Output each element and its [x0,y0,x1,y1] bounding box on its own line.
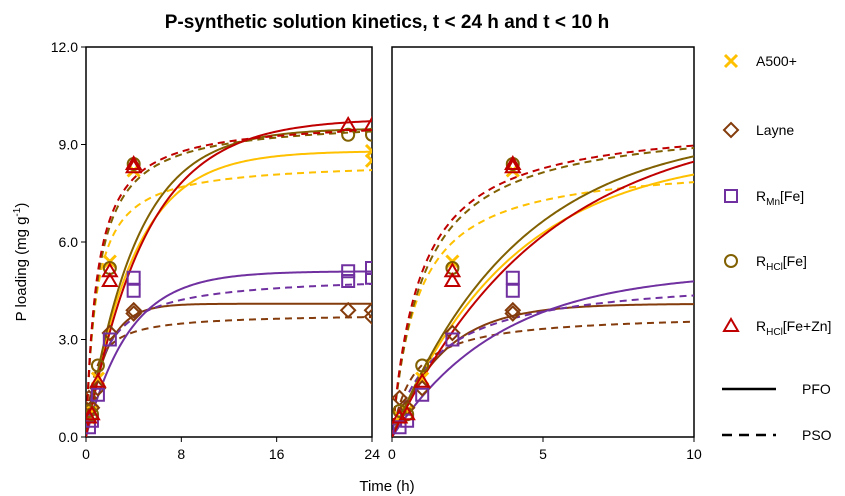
data-point [124,158,143,174]
x-tick-label: 5 [539,446,547,462]
data-point [364,143,372,159]
data-point [505,283,520,298]
panel-frame [85,46,373,438]
legend-label: RHCl[Fe] [756,253,807,273]
data-point [504,305,522,322]
legend-line-label: PFO [802,381,831,397]
data-point [101,262,119,278]
pso-fit-line [392,320,694,437]
data-point [392,408,409,424]
data-point [101,324,119,342]
data-point [722,317,740,332]
data-point [365,270,372,285]
y-tick-label: 12.0 [51,39,78,55]
y-axis-title-end: ) [13,203,30,208]
panel-frame [391,46,695,438]
pfo-fit-line [86,120,372,437]
data-point [126,270,141,285]
pso-fit-line [86,169,372,437]
pfo-fit-line [392,173,694,437]
data-point [443,262,462,278]
pso-fit-line [86,129,372,437]
x-axis-title: Time (h) [359,478,414,495]
data-point [723,53,739,69]
data-point [90,387,105,402]
chart-title: P-synthetic solution kinetics, t < 24 h … [165,12,610,33]
panel-1-10h: 0 5 10 [388,46,702,462]
legend-label: RMn[Fe] [756,188,804,208]
data-point [504,158,522,174]
y-tick-label: 0.0 [59,429,79,445]
x-tick-label: 16 [269,446,285,462]
data-point [339,116,357,131]
data-point [101,272,119,287]
data-point [445,332,460,347]
x-tick-label: 0 [388,446,396,462]
pfo-fit-line [86,150,372,437]
plot-area [86,116,372,437]
data-point [365,127,372,142]
pfo-fit-line [86,128,372,437]
data-point [89,372,107,388]
pfo-fit-line [86,270,372,437]
pfo-fit-line [392,280,694,437]
pfo-fit-line [86,302,372,437]
data-point [365,261,372,275]
pso-fit-line [392,144,694,437]
data-point [125,305,143,322]
data-point [363,308,372,326]
x-tick-label: 8 [177,446,185,462]
y-tick-label: 3.0 [59,332,79,348]
legend-label: A500+ [756,53,797,69]
data-point [724,189,738,203]
y-tick-label: 6.0 [59,234,79,250]
data-point [124,155,143,170]
legend: A500+ Layne RMn[Fe] RHCl[Fe] RHCl[Fe+Zn] PFO P… [722,53,832,443]
plot-area [392,144,694,437]
x-tick-label: 10 [686,446,702,462]
data-point [341,274,356,288]
data-point [504,155,522,170]
data-point [443,272,462,287]
pfo-fit-line [392,160,694,437]
pso-fit-line [392,146,694,437]
data-point [363,116,372,131]
data-point [722,121,740,139]
y-tick-label: 9.0 [59,137,79,153]
y-axis-title-superscript: -1 [12,207,23,216]
data-point [341,127,356,142]
data-point [90,358,105,373]
data-point [126,283,141,298]
panel-0-24h: 0 8 16 24 [81,46,380,462]
data-point [102,332,117,347]
data-point [341,264,356,279]
legend-label: RHCl[Fe+Zn] [756,318,831,338]
data-point [86,408,98,424]
legend-label: Layne [756,122,794,138]
data-point [363,301,372,319]
data-point [504,301,522,319]
y-axis-title: P loading (mg g-1) [12,203,30,322]
pso-fit-line [86,316,372,437]
data-point [339,301,357,319]
data-point [125,301,143,319]
data-point [400,413,415,428]
pso-fit-line [392,294,694,437]
y-axis-tick-labels: 0.0 3.0 6.0 9.0 12.0 [51,39,78,445]
data-point [724,254,738,268]
data-point [86,405,101,421]
pfo-fit-line [392,303,694,437]
pfo-fit-line [392,155,694,437]
data-point [443,324,461,342]
data-point [413,372,431,388]
x-tick-label: 24 [364,446,380,462]
data-point [415,387,430,402]
data-point [415,358,430,373]
legend-line-label: PSO [802,427,832,443]
x-tick-label: 0 [82,446,90,462]
y-axis-title-main: P loading (mg g [13,217,30,322]
data-point [505,270,520,285]
data-point [398,405,416,421]
